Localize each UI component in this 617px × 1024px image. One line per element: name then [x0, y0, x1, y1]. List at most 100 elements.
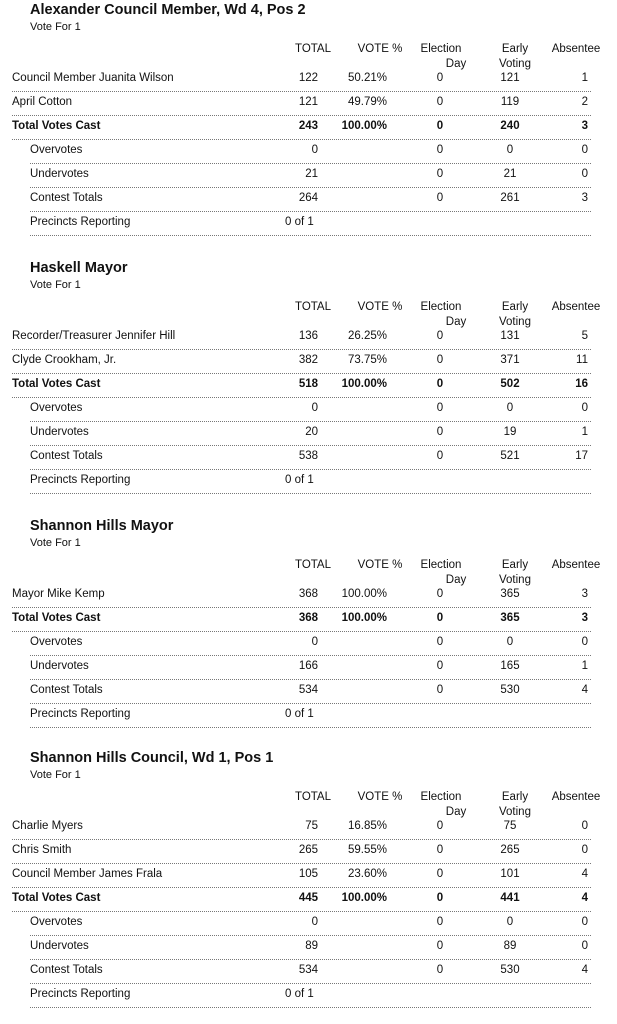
row-early-voting: 502	[500, 378, 520, 390]
overvotes-row: Overvotes 0 0 0 0	[0, 632, 617, 656]
row-early-voting: 521	[500, 450, 520, 462]
header-total: TOTAL	[295, 559, 331, 571]
row-early-voting: 530	[500, 964, 520, 976]
row-divider	[30, 211, 591, 212]
candidate-row: Council Member Juanita Wilson 122 50.21%…	[0, 68, 617, 92]
row-election-day: 0	[436, 892, 444, 904]
row-vote-pct: 100.00%	[341, 892, 387, 904]
header-election-day: Election Day	[420, 559, 467, 586]
row-election-day: 0	[436, 144, 444, 156]
undervotes-row: Undervotes 21 0 21 0	[0, 164, 617, 188]
row-name: Overvotes	[30, 636, 83, 648]
total-votes-cast-row: Total Votes Cast 368 100.00% 0 365 3	[0, 608, 617, 632]
row-divider	[30, 493, 591, 494]
row-name: Recorder/Treasurer Jennifer Hill	[12, 330, 176, 342]
row-total: 0	[311, 636, 318, 648]
row-name: Contest Totals	[30, 450, 103, 462]
row-divider	[12, 91, 591, 92]
candidate-row: Clyde Crookham, Jr. 382 73.75% 0 371 11	[0, 350, 617, 374]
vote-for-label: Vote For 1	[30, 279, 81, 291]
row-total: 243	[298, 120, 318, 132]
contest-title: Haskell Mayor	[30, 260, 128, 276]
row-early-voting: 19	[503, 426, 517, 438]
row-absentee: 0	[581, 636, 588, 648]
row-name: Precincts Reporting	[30, 216, 131, 228]
row-election-day: 0	[436, 450, 444, 462]
row-early-voting: 101	[500, 868, 520, 880]
row-early-voting: 0	[506, 636, 514, 648]
row-divider	[30, 703, 591, 704]
row-absentee: 0	[581, 820, 588, 832]
row-election-day: 0	[436, 868, 444, 880]
row-divider	[30, 235, 591, 236]
row-name: Precincts Reporting	[30, 708, 131, 720]
row-absentee: 4	[581, 892, 588, 904]
row-vote-pct: 73.75%	[347, 354, 387, 366]
row-name: Total Votes Cast	[12, 378, 101, 390]
contest-totals-row: Contest Totals 264 0 261 3	[0, 188, 617, 212]
row-divider	[30, 163, 591, 164]
total-votes-cast-row: Total Votes Cast 445 100.00% 0 441 4	[0, 888, 617, 912]
header-election-day: Election Day	[420, 791, 467, 818]
row-name: Contest Totals	[30, 192, 103, 204]
row-name: Total Votes Cast	[12, 120, 101, 132]
row-early-voting: 441	[500, 892, 520, 904]
candidate-row: Mayor Mike Kemp 368 100.00% 0 365 3	[0, 584, 617, 608]
row-divider	[30, 469, 591, 470]
candidate-row: Charlie Myers 75 16.85% 0 75 0	[0, 816, 617, 840]
row-name: Overvotes	[30, 916, 83, 928]
row-total: 166	[298, 660, 318, 672]
row-divider	[12, 397, 591, 398]
contest-totals-row: Contest Totals 534 0 530 4	[0, 680, 617, 704]
row-total: 0	[311, 916, 318, 928]
row-divider	[12, 887, 591, 888]
precincts-value: 0 of 1	[285, 216, 314, 228]
header-vote-pct: VOTE %	[357, 43, 403, 55]
row-election-day: 0	[436, 940, 444, 952]
header-early-voting: Early Voting	[499, 43, 531, 70]
contest-title: Shannon Hills Council, Wd 1, Pos 1	[30, 750, 274, 766]
precincts-reporting-row: Precincts Reporting 0 of 1	[0, 470, 617, 494]
row-early-voting: 365	[500, 612, 520, 624]
row-name: Undervotes	[30, 940, 89, 952]
row-absentee: 5	[581, 330, 588, 342]
contest-section: Haskell Mayor Vote For 1 TOTAL VOTE % El…	[0, 260, 617, 500]
row-absentee: 1	[581, 660, 588, 672]
row-absentee: 1	[581, 426, 588, 438]
contest-title: Alexander Council Member, Wd 4, Pos 2	[30, 2, 306, 18]
row-absentee: 2	[581, 96, 588, 108]
row-early-voting: 365	[500, 588, 520, 600]
row-name: Undervotes	[30, 660, 89, 672]
row-vote-pct: 49.79%	[347, 96, 387, 108]
contest-section: Shannon Hills Council, Wd 1, Pos 1 Vote …	[0, 750, 617, 1014]
header-early-voting: Early Voting	[499, 791, 531, 818]
header-early-voting: Early Voting	[499, 301, 531, 328]
row-election-day: 0	[436, 402, 444, 414]
row-vote-pct: 16.85%	[347, 820, 387, 832]
undervotes-row: Undervotes 89 0 89 0	[0, 936, 617, 960]
row-election-day: 0	[436, 120, 444, 132]
precincts-reporting-row: Precincts Reporting 0 of 1	[0, 984, 617, 1008]
row-divider	[12, 115, 591, 116]
row-absentee: 3	[581, 612, 588, 624]
row-absentee: 11	[576, 354, 588, 366]
row-election-day: 0	[436, 588, 444, 600]
row-early-voting: 530	[500, 684, 520, 696]
row-absentee: 0	[581, 940, 588, 952]
header-vote-pct: VOTE %	[357, 301, 403, 313]
row-divider	[12, 863, 591, 864]
row-early-voting: 240	[500, 120, 520, 132]
row-total: 0	[311, 402, 318, 414]
row-election-day: 0	[436, 168, 444, 180]
row-vote-pct: 59.55%	[347, 844, 387, 856]
row-divider	[30, 655, 591, 656]
header-vote-pct: VOTE %	[357, 791, 403, 803]
header-early-voting: Early Voting	[499, 559, 531, 586]
row-divider	[30, 421, 591, 422]
row-absentee: 0	[581, 916, 588, 928]
row-divider	[30, 445, 591, 446]
vote-for-label: Vote For 1	[30, 769, 81, 781]
row-early-voting: 0	[506, 402, 514, 414]
row-absentee: 0	[581, 844, 588, 856]
row-total: 89	[305, 940, 318, 952]
